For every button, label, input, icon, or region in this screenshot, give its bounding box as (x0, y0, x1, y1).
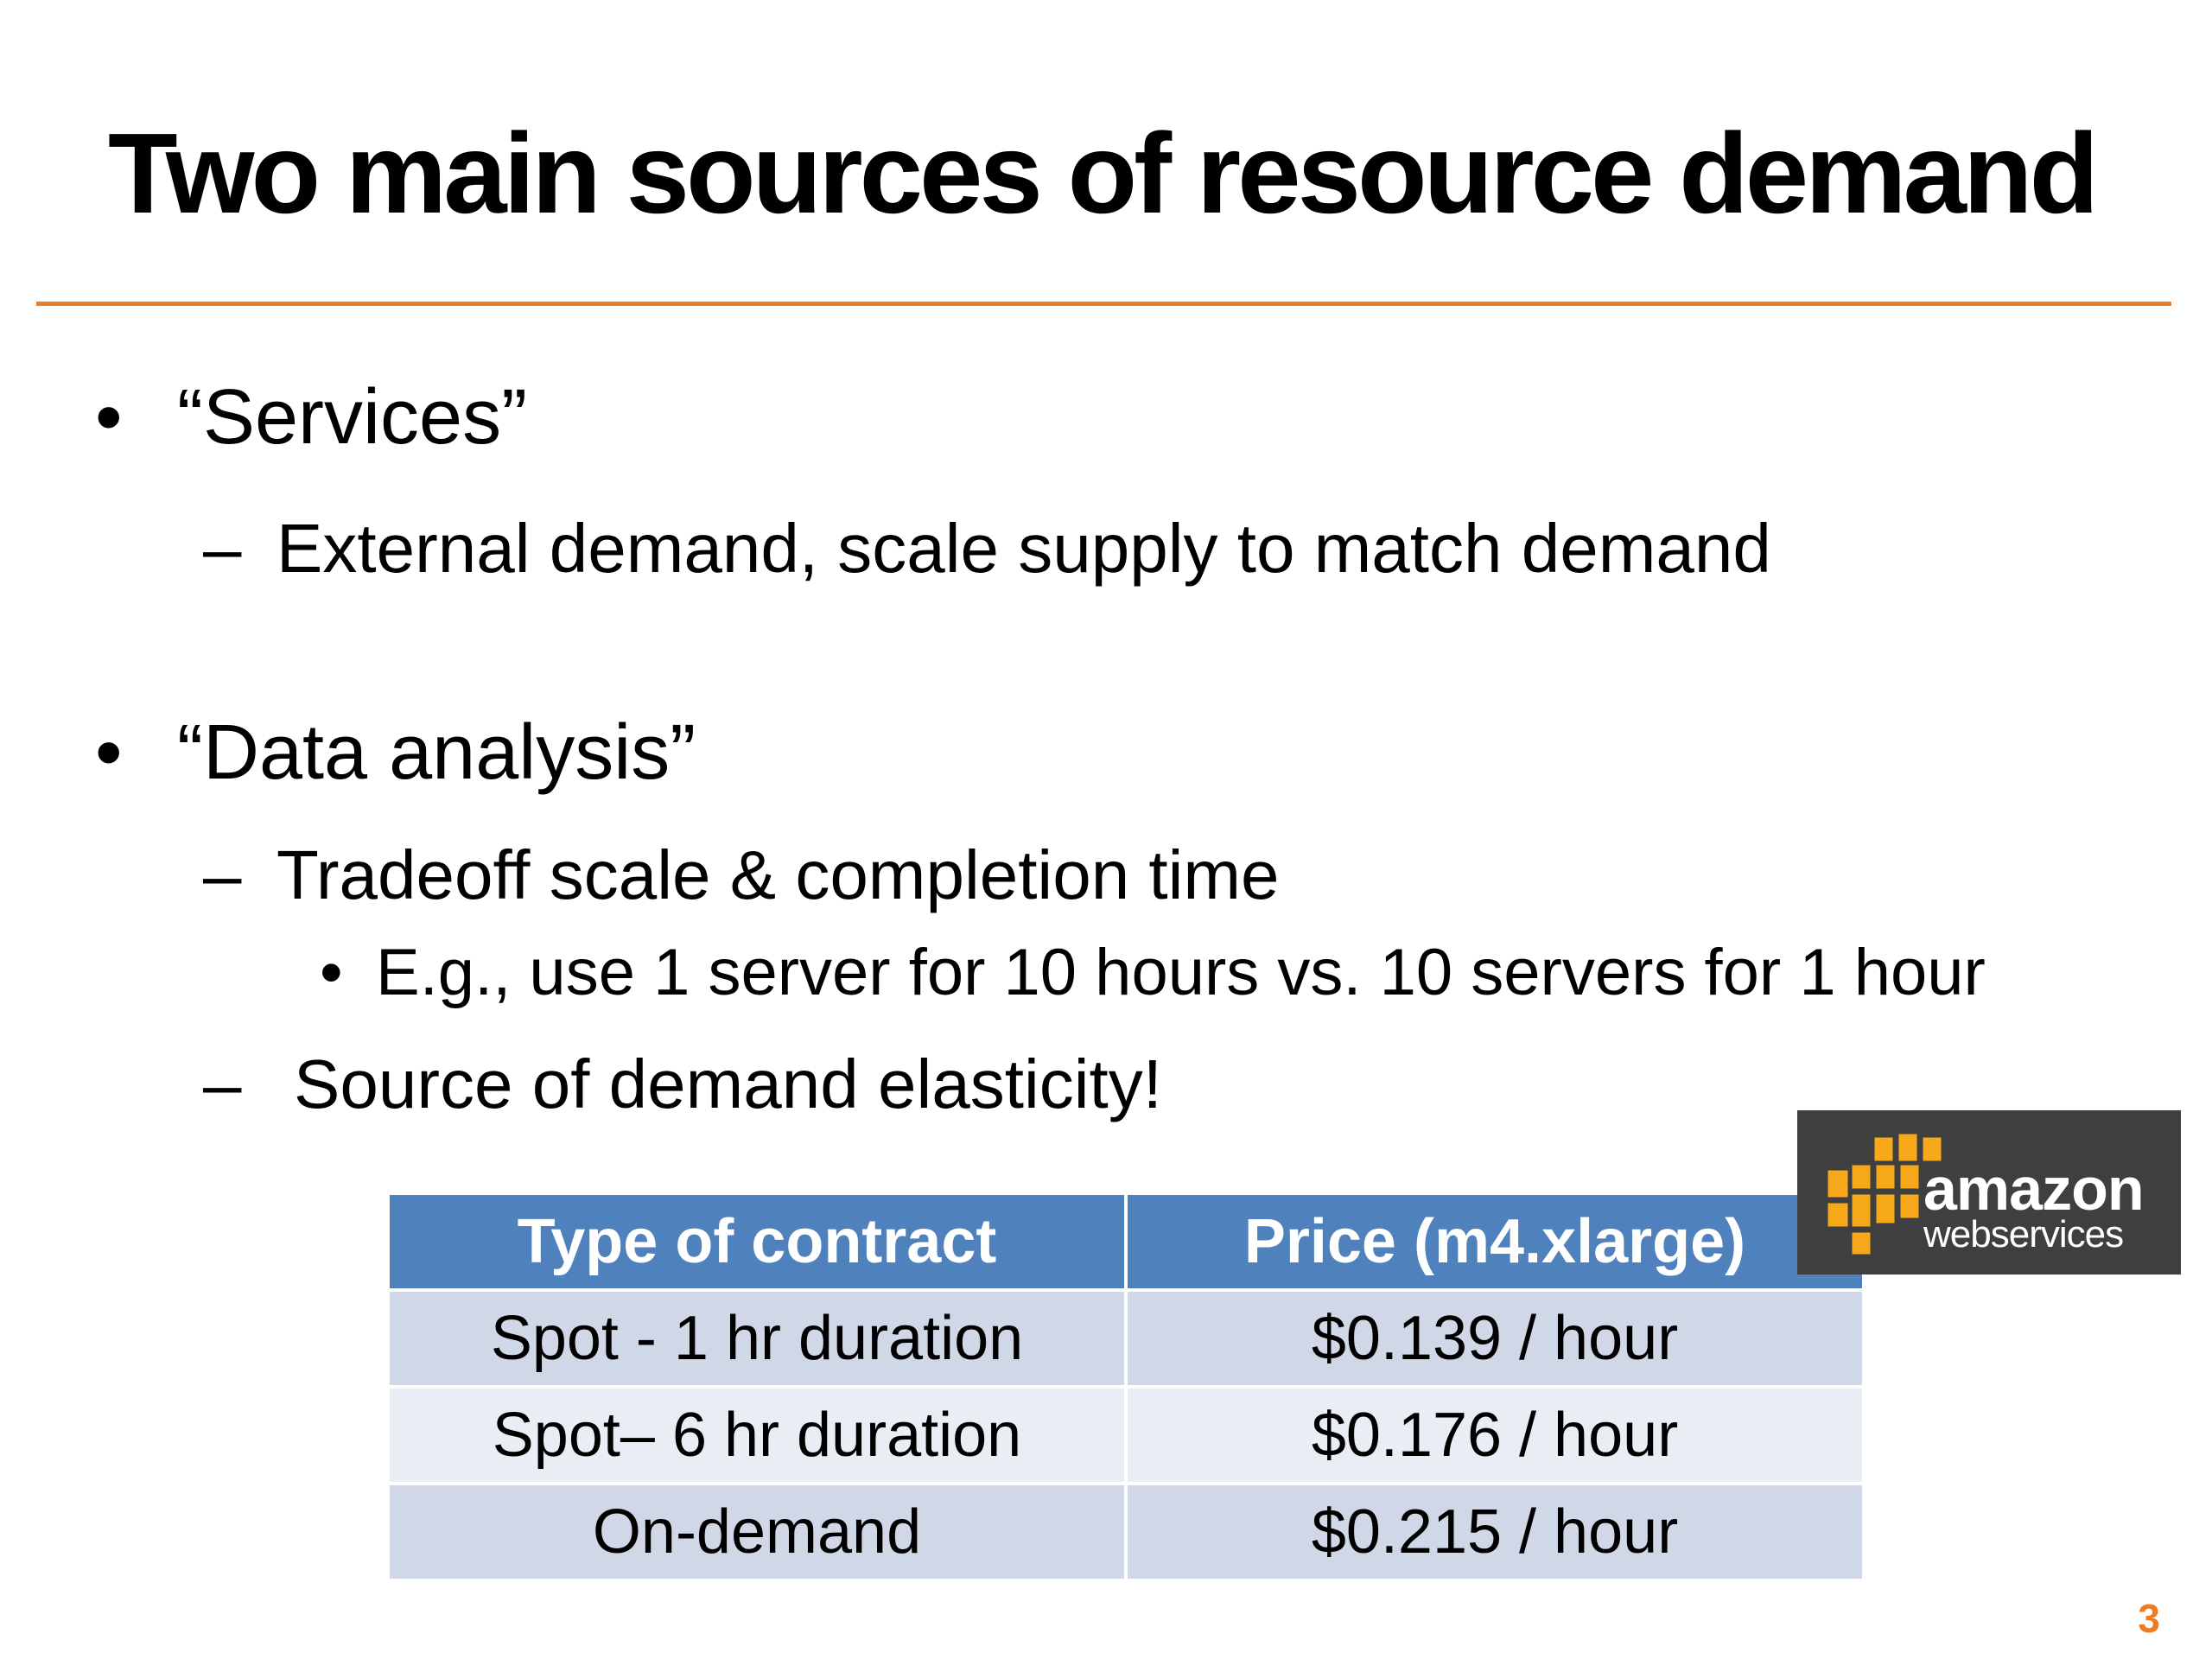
column-header-price: Price (m4.xlarge) (1124, 1192, 1866, 1292)
aws-logo: amazon webservices (1797, 1110, 2181, 1274)
bullet-text: E.g., use 1 server for 10 hours vs. 10 s… (376, 936, 1986, 1009)
bullet-marker: • (95, 709, 123, 796)
subbullet-elasticity: – Source of demand elasticity! (203, 1050, 1162, 1119)
subsubbullet-example: • E.g., use 1 server for 10 hours vs. 10… (320, 940, 1986, 1006)
table-row: Spot - 1 hr duration $0.139 / hour (386, 1288, 1866, 1389)
table-header-row: Type of contract Price (m4.xlarge) (386, 1192, 1866, 1292)
table-cell: Spot - 1 hr duration (386, 1288, 1128, 1389)
aws-logo-sub: webservices (1923, 1213, 2124, 1255)
bullet-marker: • (95, 374, 123, 461)
subbullet-tradeoff: – Tradeoff scale & completion time (203, 841, 1280, 910)
bullet-text: Tradeoff scale & completion time (276, 836, 1280, 913)
table-cell: Spot– 6 hr duration (386, 1385, 1128, 1485)
subbullet-external-demand: – External demand, scale supply to match… (203, 514, 1771, 583)
pricing-table: Type of contract Price (m4.xlarge) Spot … (386, 1192, 1866, 1582)
dash-marker: – (203, 1046, 242, 1122)
table-cell: $0.176 / hour (1124, 1385, 1866, 1485)
title-underline (36, 302, 2171, 306)
bullet-text: Source of demand elasticity! (294, 1046, 1162, 1122)
bullet-data-analysis: • “Data analysis” (95, 714, 696, 791)
table-cell: On-demand (386, 1482, 1128, 1582)
page-number: 3 (2138, 1596, 2160, 1641)
table-row: Spot– 6 hr duration $0.176 / hour (386, 1385, 1866, 1485)
aws-cubes-icon (1825, 1131, 1944, 1257)
column-header-contract: Type of contract (386, 1192, 1128, 1292)
dash-marker: – (203, 836, 242, 913)
bullet-text: External demand, scale supply to match d… (276, 510, 1771, 587)
bullet-services: • “Services” (95, 378, 527, 456)
bullet-text: “Data analysis” (177, 709, 696, 796)
slide-title: Two main sources of resource demand (108, 110, 2099, 237)
table-cell: $0.139 / hour (1124, 1288, 1866, 1389)
bullet-text: “Services” (177, 374, 528, 461)
dash-marker: – (203, 510, 242, 587)
bullet-marker: • (320, 936, 343, 1009)
table-cell: $0.215 / hour (1124, 1482, 1866, 1582)
aws-logo-word: amazon (1923, 1155, 2145, 1223)
table-row: On-demand $0.215 / hour (386, 1482, 1866, 1582)
